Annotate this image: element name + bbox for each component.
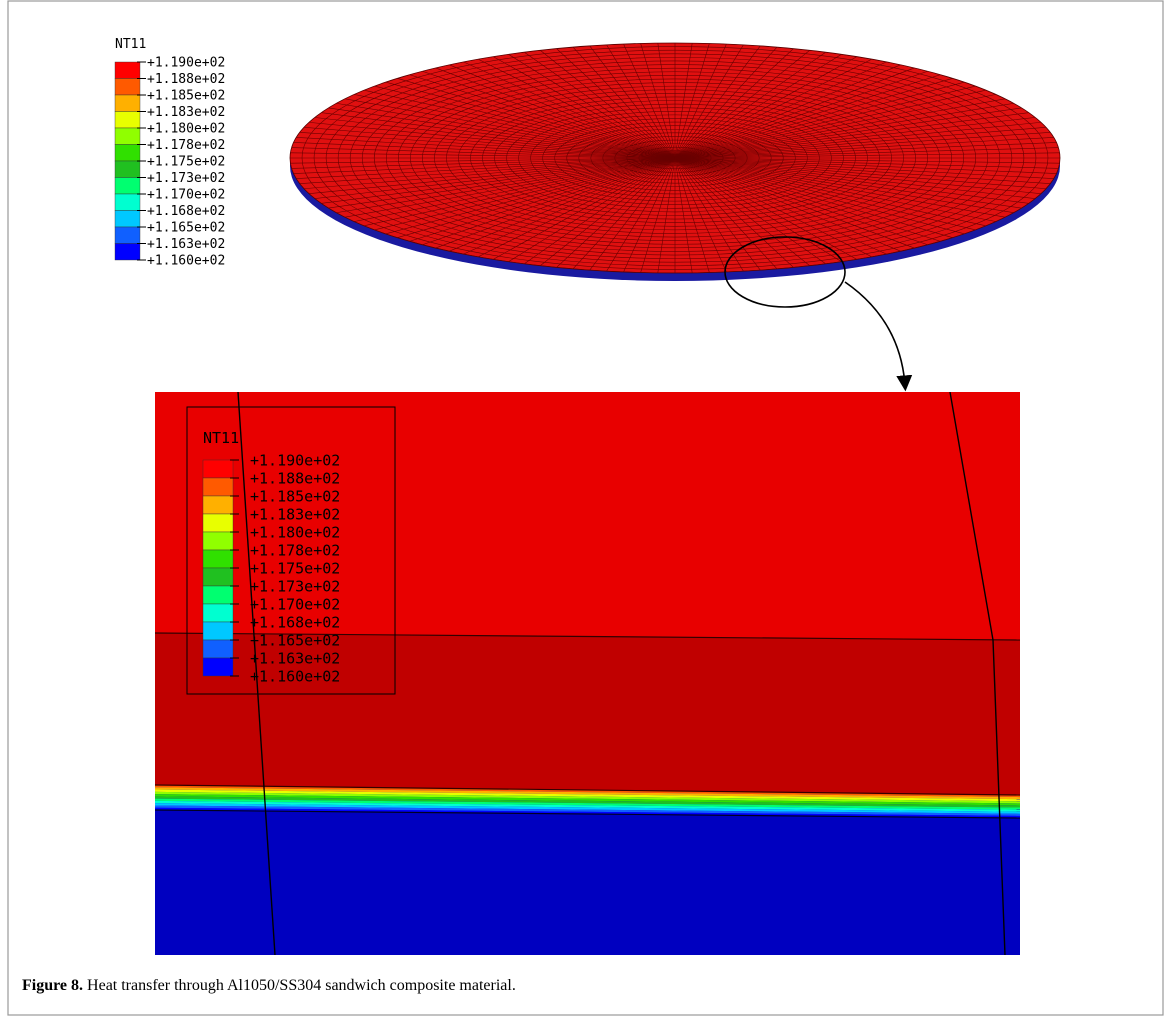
legend-swatch [115,227,140,244]
legend-swatch [115,194,140,211]
legend-label: +1.160e+02 [147,254,225,269]
legend-swatch [203,532,233,550]
arrow [845,282,905,385]
caption-label: Figure 8. [22,977,83,994]
legend-swatch [115,145,140,162]
legend-swatch [115,79,140,96]
legend-swatch [115,112,140,129]
legend-label: +1.183e+02 [147,105,225,120]
legend-label: +1.163e+02 [147,237,225,252]
legend-title: NT11 [115,37,146,52]
legend-label: +1.188e+02 [250,469,340,487]
caption: Figure 8.Heat transfer through Al1050/SS… [22,977,516,994]
legend-label: +1.190e+02 [250,451,340,469]
legend-label: +1.178e+02 [250,541,340,559]
legend-label: +1.165e+02 [250,631,340,649]
legend-label: +1.173e+02 [250,577,340,595]
legend-label: +1.163e+02 [250,649,340,667]
legend-swatch [115,95,140,112]
legend-label: +1.185e+02 [250,487,340,505]
figure: NT11 NT11 Figure 8.Heat transfer through… [0,0,1171,1025]
legend-swatch [203,514,233,532]
legend-swatch [203,658,233,676]
legend-swatch [203,496,233,514]
legend-label: +1.168e+02 [147,204,225,219]
legend-label: +1.175e+02 [250,559,340,577]
legend-swatch [203,568,233,586]
legend-swatch [203,604,233,622]
legend-swatch [115,178,140,195]
page: NT11 NT11 Figure 8.Heat transfer through… [0,0,1171,1025]
legend-label: +1.175e+02 [147,155,225,170]
legend-label: +1.170e+02 [147,188,225,203]
legend-swatch [203,640,233,658]
legend-label: +1.173e+02 [147,171,225,186]
legend-title: NT11 [203,429,239,447]
legend-swatch [203,550,233,568]
legend-label: +1.188e+02 [147,72,225,87]
legend-label: +1.180e+02 [250,523,340,541]
legend-swatch [115,62,140,79]
legend-swatch [203,622,233,640]
legend-swatch [115,128,140,145]
legend-label: +1.190e+02 [147,56,225,71]
legend-swatch [203,460,233,478]
legend-swatch [203,586,233,604]
legend-label: +1.160e+02 [250,667,340,685]
legend-label: +1.185e+02 [147,89,225,104]
legend-swatch [115,161,140,178]
legend-label: +1.165e+02 [147,221,225,236]
legend-swatch [203,478,233,496]
legend-label: +1.183e+02 [250,505,340,523]
legend-label: +1.180e+02 [147,122,225,137]
legend-swatch [115,211,140,228]
legend-swatch [115,244,140,261]
caption-text: Heat transfer through Al1050/SS304 sandw… [87,977,516,994]
legend-label: +1.168e+02 [250,613,340,631]
legend-label: +1.170e+02 [250,595,340,613]
legend-label: +1.178e+02 [147,138,225,153]
